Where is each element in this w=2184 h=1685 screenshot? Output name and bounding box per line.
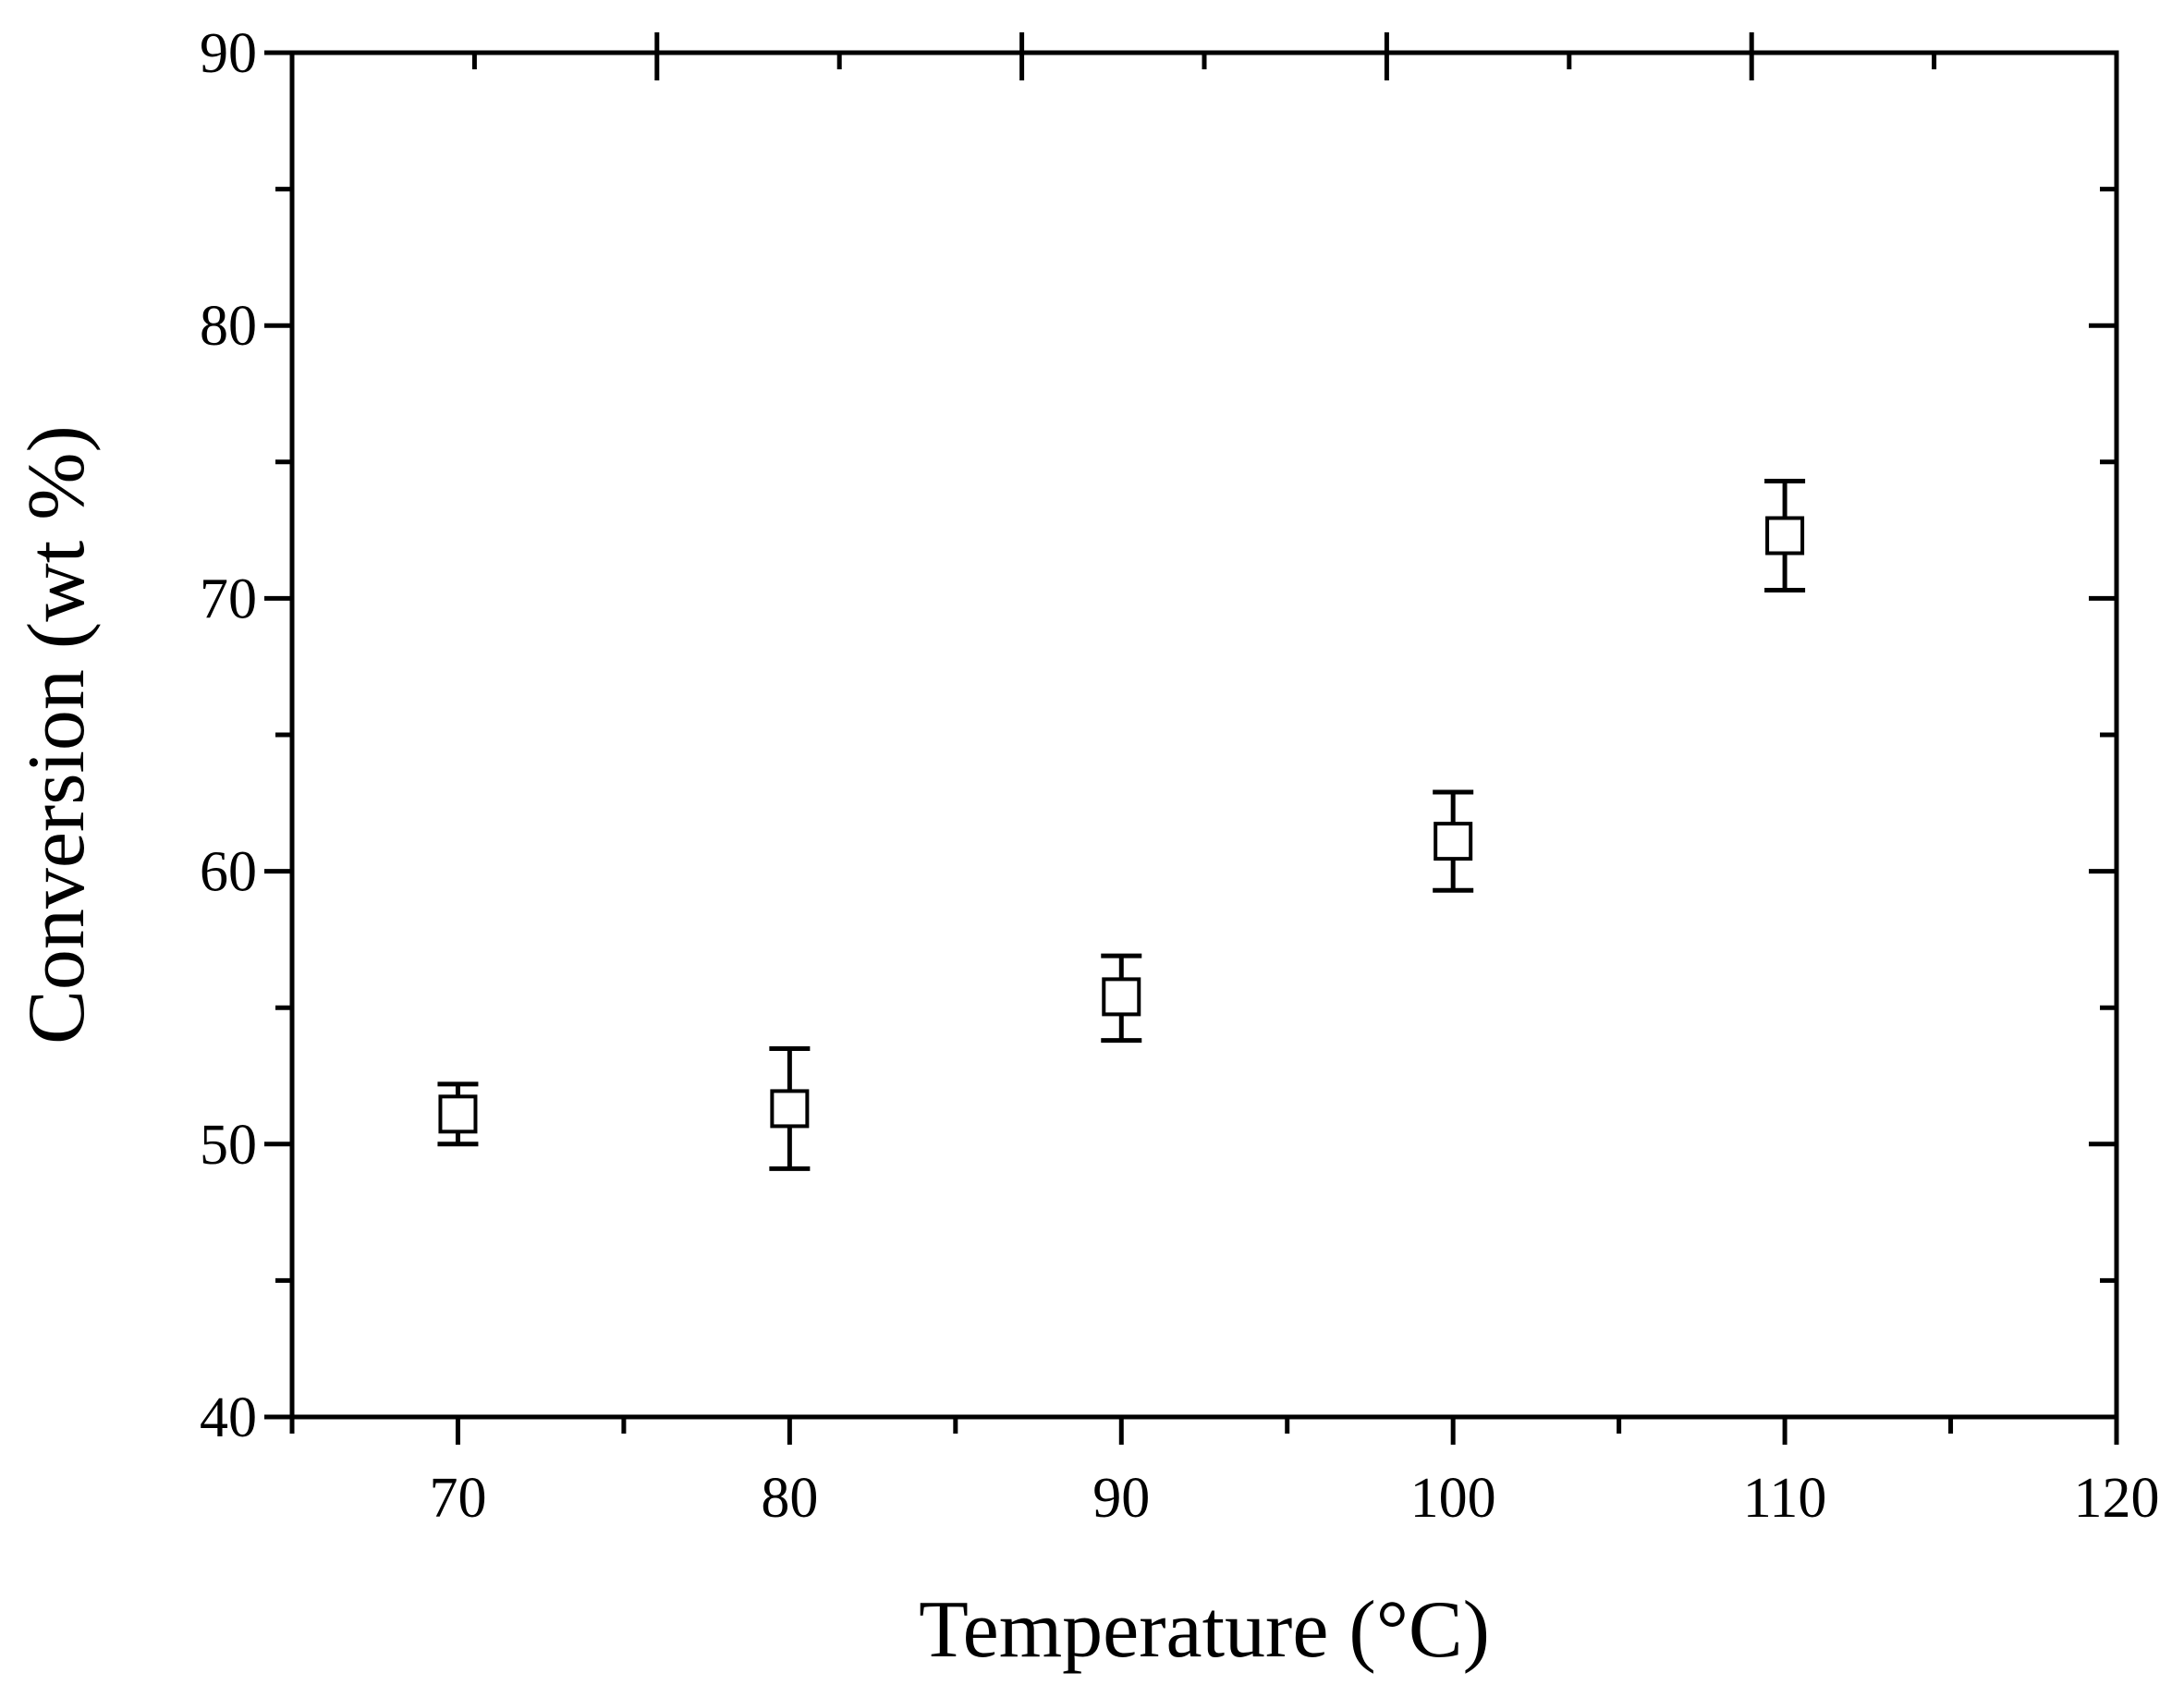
data-point [1101,953,1142,1044]
y-tick-label: 80 [200,295,257,358]
square-marker [1765,516,1805,556]
x-tick-label: 90 [1092,1467,1150,1530]
y-axis-title: Conversion (wt %) [12,425,102,1044]
data-point [769,1045,811,1171]
y-tick-label: 50 [200,1114,257,1177]
x-axis-title: Temperature (°C) [919,1585,1490,1675]
square-marker [770,1089,810,1129]
x-tick-label: 70 [429,1467,486,1530]
plot-frame [289,50,2119,1420]
data-point [437,1081,479,1147]
square-marker [1102,977,1141,1017]
tick-labels: 70 80 90 100 110 120 40 50 60 70 80 90 [200,22,2160,1530]
square-marker [1434,822,1473,861]
y-tick-label: 90 [200,22,257,85]
y-tick-label: 70 [200,568,257,630]
square-marker [438,1094,478,1134]
data-points [437,478,1806,1171]
x-tick-label: 100 [1410,1467,1496,1530]
x-tick-label: 110 [1743,1467,1827,1530]
y-tick-label: 60 [200,841,257,904]
y-tick-label: 40 [200,1386,257,1449]
x-tick-label: 120 [2074,1467,2160,1530]
data-point [1764,478,1806,593]
axis-ticks [264,32,2119,1445]
x-tick-label: 80 [761,1467,818,1530]
data-point [1433,789,1474,893]
